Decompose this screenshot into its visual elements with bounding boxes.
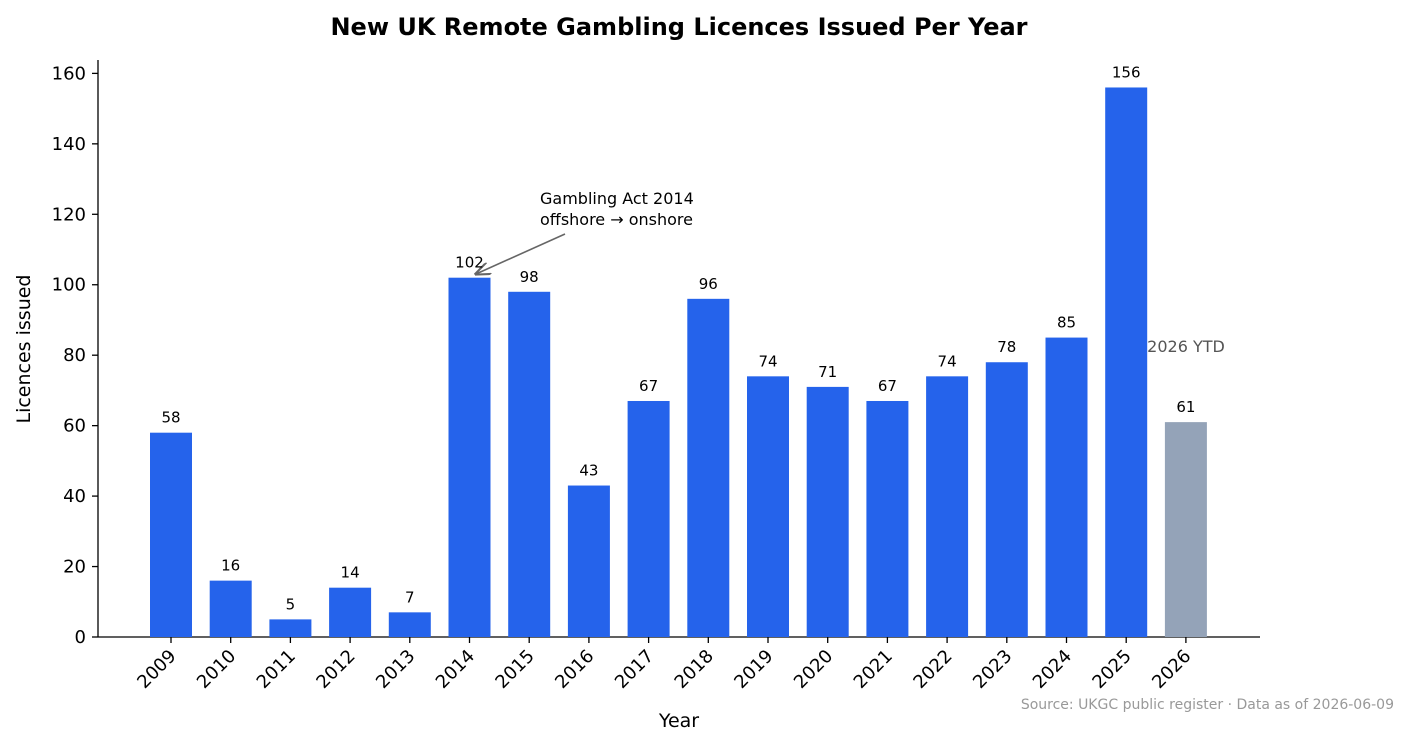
- source-note: Source: UKGC public register · Data as o…: [1021, 697, 1394, 713]
- bar: [508, 291, 551, 637]
- value-label: 14: [341, 564, 360, 582]
- x-axis-label: Year: [658, 710, 699, 732]
- bar: [1105, 87, 1148, 637]
- value-label: 58: [161, 409, 180, 427]
- x-tick-label: 2016: [551, 646, 598, 693]
- value-label: 7: [405, 588, 415, 606]
- y-tick-label: 0: [75, 627, 86, 648]
- x-tick-label: 2017: [611, 646, 658, 693]
- y-tick-label: 140: [52, 134, 86, 155]
- y-tick-label: 20: [63, 557, 86, 578]
- bar: [388, 612, 431, 637]
- y-tick-label: 160: [52, 63, 86, 84]
- value-label: 156: [1112, 63, 1141, 81]
- value-label: 98: [520, 268, 539, 286]
- annotation: offshore → onshore: [540, 210, 693, 229]
- x-tick-label: 2015: [491, 646, 538, 693]
- x-tick-label: 2025: [1088, 646, 1135, 693]
- value-label: 16: [221, 557, 240, 575]
- value-label: 67: [639, 377, 658, 395]
- value-label: 85: [1057, 314, 1076, 332]
- x-tick-label: 2019: [730, 646, 777, 693]
- x-tick-label: 2020: [790, 646, 837, 693]
- bar: [1164, 422, 1207, 637]
- x-tick-label: 2022: [909, 646, 956, 693]
- y-tick-label: 120: [52, 204, 86, 225]
- bar: [269, 619, 312, 637]
- value-label: 61: [1176, 398, 1195, 416]
- value-label: 43: [579, 462, 598, 480]
- bar: [926, 376, 969, 637]
- chart-title: New UK Remote Gambling Licences Issued P…: [330, 13, 1027, 41]
- y-tick-label: 100: [52, 275, 86, 296]
- bar: [567, 485, 610, 637]
- annotation-arrow: [476, 233, 566, 274]
- x-tick-label: 2026: [1148, 646, 1195, 693]
- value-label: 71: [818, 363, 837, 381]
- x-tick-label: 2014: [432, 646, 479, 693]
- value-label: 102: [455, 254, 484, 272]
- bar: [150, 432, 192, 637]
- bar: [747, 376, 789, 637]
- value-label: 96: [699, 275, 718, 293]
- x-tick-label: 2009: [133, 646, 180, 693]
- x-tick-label: 2012: [312, 646, 359, 693]
- y-tick-label: 80: [63, 345, 86, 366]
- value-label: 78: [997, 338, 1016, 356]
- bar: [627, 400, 670, 637]
- bar: [806, 386, 849, 637]
- value-label: 74: [758, 352, 777, 370]
- value-label: 5: [286, 595, 296, 613]
- x-tick-label: 2010: [193, 646, 240, 693]
- bar: [209, 580, 252, 637]
- bar: [866, 400, 909, 637]
- x-tick-label: 2013: [372, 646, 419, 693]
- x-tick-label: 2024: [1029, 646, 1076, 693]
- bar: [329, 587, 372, 637]
- x-tick-label: 2011: [253, 646, 300, 693]
- bar: [448, 277, 491, 637]
- x-tick-label: 2018: [671, 646, 718, 693]
- bar: [687, 298, 730, 637]
- y-tick-label: 60: [63, 416, 86, 437]
- x-tick-label: 2021: [850, 646, 897, 693]
- value-label: 74: [938, 352, 957, 370]
- value-label: 67: [878, 377, 897, 395]
- bar: [985, 362, 1028, 637]
- y-axis-label: Licences issued: [13, 275, 35, 424]
- ytd-label: 2026 YTD: [1147, 337, 1225, 356]
- y-tick-label: 40: [63, 486, 86, 507]
- bar: [1045, 337, 1088, 637]
- x-tick-label: 2023: [969, 646, 1016, 693]
- annotation: Gambling Act 2014: [540, 189, 694, 208]
